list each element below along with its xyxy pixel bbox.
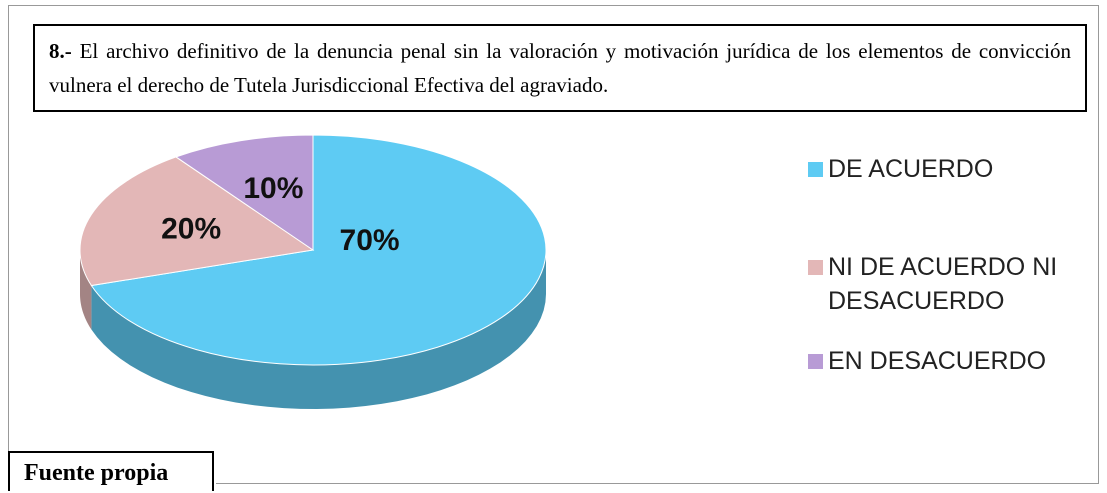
question-number: 8.- xyxy=(49,39,72,63)
slice xyxy=(174,134,314,251)
frame xyxy=(8,5,1099,484)
source-box: Fuente propia xyxy=(8,451,214,491)
slice-side xyxy=(80,250,92,330)
slice xyxy=(90,134,547,366)
legend-label: EN DESACUERDO xyxy=(828,347,1047,375)
slice-side xyxy=(91,250,546,409)
source-text: Fuente propia xyxy=(24,460,169,486)
data-label: 10% xyxy=(243,172,303,205)
data-label: 20% xyxy=(161,212,221,245)
legend-label: NI DE ACUERDO NI DESACUERDO xyxy=(828,253,1058,315)
legend-label: DE ACUERDO xyxy=(828,155,994,183)
slice xyxy=(79,156,315,287)
legend-swatch xyxy=(808,354,823,369)
question-text: El archivo definitivo de la denuncia pen… xyxy=(49,39,1071,97)
legend-swatch xyxy=(808,162,823,177)
legend-item: NI DE ACUERDO NI DESACUERDO xyxy=(808,250,1078,318)
frame-line xyxy=(216,483,1098,484)
question-box: 8.- El archivo definitivo de la denuncia… xyxy=(33,24,1087,112)
legend-item: EN DESACUERDO xyxy=(808,344,1078,378)
data-label: 70% xyxy=(340,224,400,257)
legend-swatch xyxy=(808,260,823,275)
legend-item: DE ACUERDO xyxy=(808,152,1078,186)
